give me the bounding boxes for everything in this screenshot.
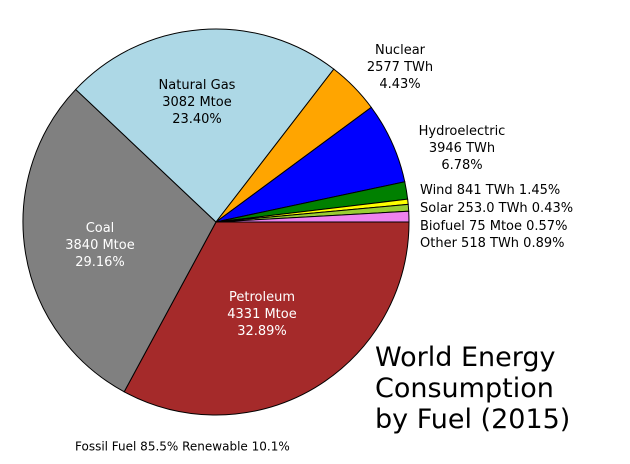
footnote: Fossil Fuel 85.5% Renewable 10.1%	[75, 440, 290, 454]
label-part: Solar	[420, 201, 454, 216]
label-part: 3082 Mtoe	[162, 95, 231, 110]
label-part: Hydroelectric	[419, 124, 506, 139]
label-part: 253.0 TWh	[453, 201, 528, 216]
label-part: Nuclear	[375, 43, 426, 58]
slice-label: Nuclear 2577 TWh 4.43%	[367, 43, 433, 92]
label-part: 0.89%	[519, 236, 564, 251]
label-part: 518 TWh	[457, 236, 519, 251]
pie-slice	[123, 221, 410, 416]
label-part: 3840 Mtoe	[65, 238, 134, 253]
label-part: Wind	[420, 183, 453, 198]
slice-label: Solar 253.0 TWh 0.43%	[420, 201, 573, 216]
label-part: 1.45%	[515, 183, 560, 198]
label-part: 841 TWh	[453, 183, 515, 198]
label-part: 29.16%	[75, 255, 125, 270]
label-part: Coal	[86, 221, 115, 236]
label-part: 4331 Mtoe	[227, 307, 296, 322]
chart-title: World Energy Consumption by Fuel (2015)	[375, 342, 571, 435]
label-part: Other	[420, 236, 458, 251]
label-part: 23.40%	[172, 112, 222, 127]
label-part: 6.78%	[441, 158, 482, 173]
label-part: Petroleum	[229, 290, 295, 305]
pie-slice	[215, 210, 410, 223]
label-part: Natural Gas	[159, 78, 236, 93]
slice-label: Biofuel 75 Mtoe 0.57%	[420, 219, 567, 234]
label-part: 0.57%	[522, 219, 567, 234]
pie-slice	[75, 28, 335, 223]
slice-label: Hydroelectric 3946 TWh 6.78%	[419, 124, 506, 173]
slice-label: Coal 3840 Mtoe 29.16%	[65, 221, 134, 270]
slice-label: Petroleum 4331 Mtoe 32.89%	[227, 290, 296, 339]
pie-slice	[22, 88, 217, 393]
label-part: 3946 TWh	[429, 141, 495, 156]
label-part: Biofuel	[420, 219, 465, 234]
label-part: 2577 TWh	[367, 60, 433, 75]
label-part: 32.89%	[237, 324, 287, 339]
slice-label: Natural Gas 3082 Mtoe 23.40%	[159, 78, 236, 127]
slice-label: Wind 841 TWh 1.45%	[420, 183, 560, 198]
label-part: 75 Mtoe	[465, 219, 522, 234]
slice-label: Other 518 TWh 0.89%	[420, 236, 564, 251]
label-part: 4.43%	[379, 77, 420, 92]
label-part: 0.43%	[528, 201, 573, 216]
